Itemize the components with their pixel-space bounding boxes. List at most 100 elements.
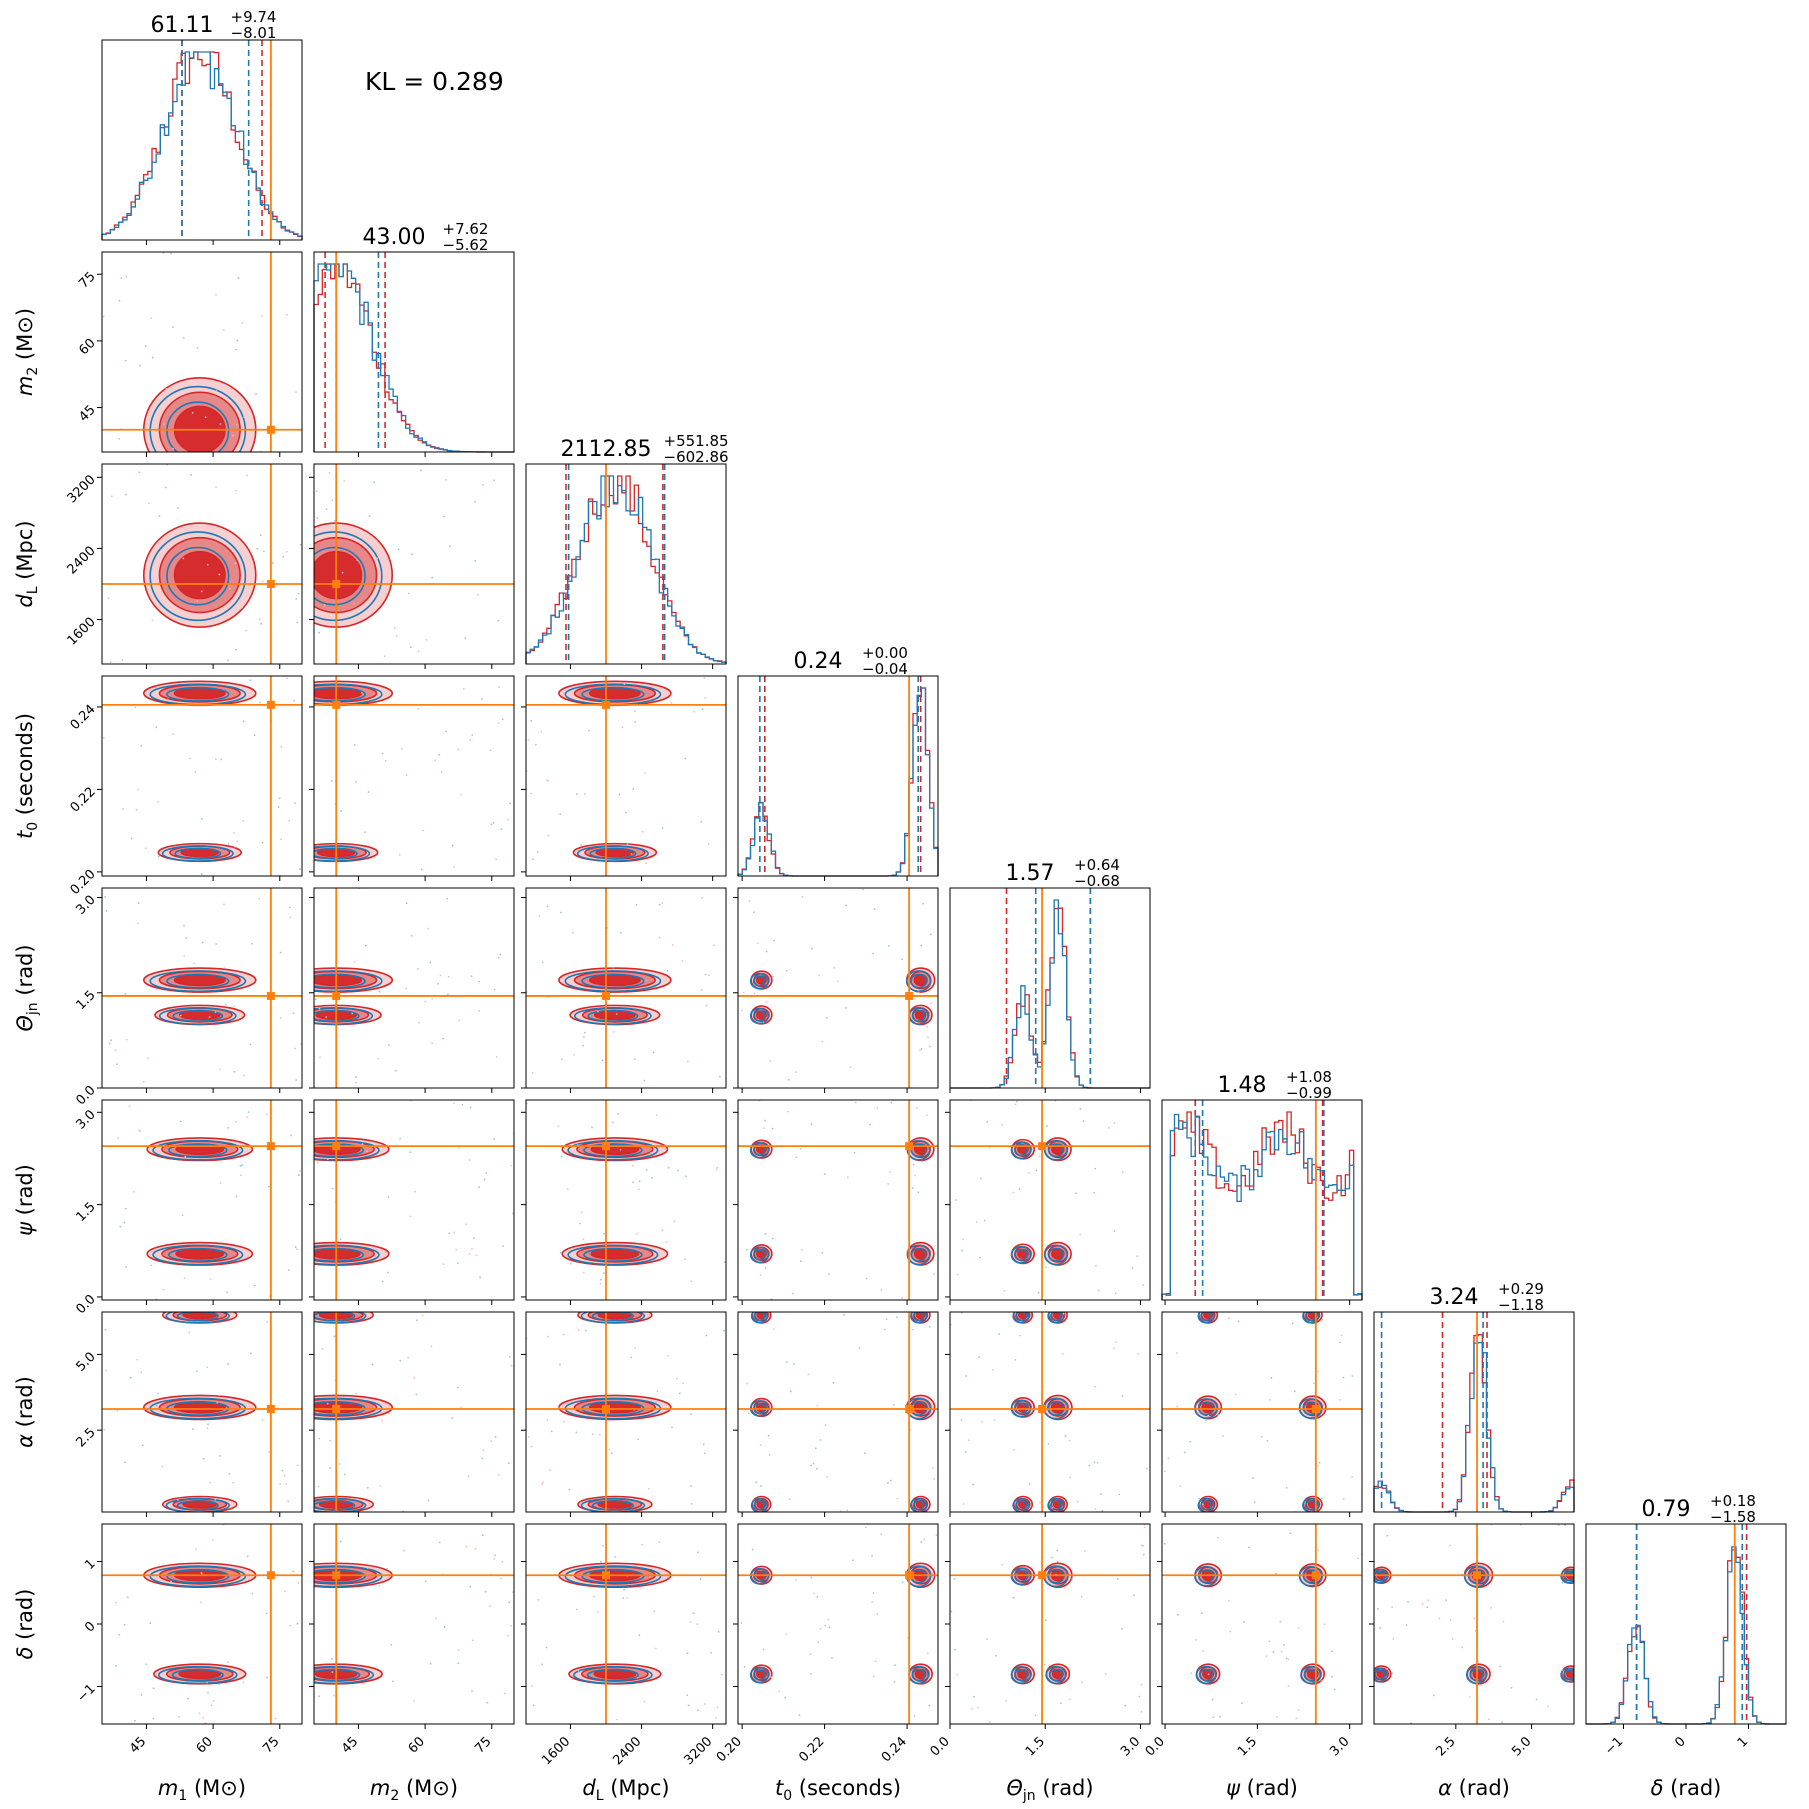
scatter-point bbox=[251, 942, 253, 945]
contour-b-0 bbox=[910, 1497, 928, 1512]
panel-psi-t0 bbox=[733, 1099, 939, 1305]
panel-delta-dL: 1600 2400 3200 bbox=[521, 1523, 727, 1768]
scatter-point bbox=[355, 1081, 357, 1084]
scatter-point bbox=[395, 635, 398, 638]
scatter-point bbox=[582, 1271, 585, 1274]
truth-marker bbox=[332, 580, 341, 588]
scatter-point bbox=[266, 1676, 268, 1679]
scatter-point bbox=[146, 1057, 149, 1060]
scatter-point bbox=[481, 1534, 484, 1537]
scatter-point bbox=[490, 823, 493, 826]
panel-frame bbox=[737, 675, 939, 877]
histogram-series-b bbox=[101, 51, 303, 240]
scatter-point bbox=[497, 957, 500, 959]
scatter-point bbox=[115, 1601, 117, 1604]
scatter-point bbox=[139, 1130, 142, 1132]
scatter-point bbox=[379, 1484, 382, 1487]
scatter-point bbox=[1176, 1405, 1179, 1408]
scatter-point bbox=[1113, 1347, 1116, 1350]
scatter-point bbox=[417, 707, 420, 710]
scatter-point bbox=[892, 1403, 895, 1406]
panel-t0-t0: 0.24 +0.00−0.04 bbox=[737, 644, 939, 881]
scatter-point bbox=[575, 1608, 578, 1611]
scatter-point bbox=[599, 1560, 602, 1563]
scatter-point bbox=[409, 1215, 412, 1218]
scatter-point bbox=[298, 868, 301, 871]
scatter-point bbox=[201, 941, 204, 944]
scatter-point bbox=[602, 1272, 605, 1275]
scatter-point bbox=[1488, 1718, 1490, 1721]
scatter-point bbox=[120, 277, 123, 280]
scatter-point bbox=[343, 480, 346, 482]
scatter-point bbox=[853, 1151, 856, 1154]
scatter-point bbox=[1016, 1100, 1018, 1103]
scatter-point bbox=[584, 793, 586, 796]
contour-b-1 bbox=[314, 1247, 364, 1262]
scatter-point bbox=[118, 1634, 121, 1636]
contour-b-0 bbox=[314, 1665, 375, 1685]
scatter-point bbox=[287, 1269, 290, 1272]
contour-b-1 bbox=[581, 973, 645, 989]
scatter-point bbox=[121, 659, 124, 662]
scatter-point bbox=[160, 1254, 163, 1257]
scatter-point bbox=[821, 1040, 824, 1043]
scatter-point bbox=[379, 1411, 382, 1414]
scatter-point bbox=[234, 562, 237, 565]
scatter-point bbox=[108, 1042, 111, 1045]
truth-marker bbox=[332, 700, 341, 709]
truth-marker bbox=[332, 1571, 341, 1580]
scatter-point bbox=[295, 1079, 298, 1081]
scatter-point bbox=[1118, 1493, 1121, 1496]
contour-b-0 bbox=[1012, 1497, 1030, 1512]
scatter-point bbox=[1228, 1317, 1230, 1319]
scatter-point bbox=[494, 1554, 497, 1557]
scatter-point bbox=[472, 1237, 475, 1240]
scatter-point bbox=[637, 1188, 640, 1191]
scatter-point bbox=[182, 557, 185, 560]
scatter-point bbox=[577, 1329, 580, 1332]
scatter-point bbox=[1270, 1377, 1273, 1379]
scatter-point bbox=[493, 1138, 496, 1141]
scatter-point bbox=[1005, 1700, 1008, 1702]
scatter-point bbox=[123, 1623, 126, 1626]
density-blobs bbox=[107, 464, 302, 664]
scatter-point bbox=[1340, 1334, 1343, 1337]
scatter-point bbox=[223, 903, 225, 906]
density-blobs bbox=[741, 888, 936, 1081]
scatter-point bbox=[1093, 1461, 1096, 1464]
scatter-point bbox=[498, 686, 500, 688]
scatter-point bbox=[723, 1329, 725, 1332]
panel-psi-theta_jn bbox=[945, 1099, 1151, 1305]
scatter-point bbox=[637, 1438, 639, 1441]
contour-b-1 bbox=[910, 1247, 927, 1262]
scatter-point bbox=[1061, 1353, 1064, 1356]
scatter-point bbox=[751, 1548, 754, 1551]
scatter-point bbox=[207, 1423, 209, 1426]
scatter-point bbox=[209, 1481, 211, 1484]
scatter-point bbox=[534, 743, 537, 746]
scatter-point bbox=[124, 1461, 127, 1464]
panel-frame bbox=[313, 463, 515, 665]
x-tick-label: 45 bbox=[127, 1734, 149, 1756]
scatter-point bbox=[298, 1169, 301, 1172]
scatter-point bbox=[1082, 1120, 1085, 1123]
scatter-point bbox=[816, 1596, 819, 1598]
scatter-point bbox=[328, 472, 331, 474]
scatter-point bbox=[1071, 1578, 1074, 1580]
contour-b-1 bbox=[1014, 1144, 1028, 1157]
scatter-point bbox=[266, 1321, 269, 1324]
kl-divergence-label: KL = 0.289 bbox=[365, 67, 504, 96]
panel-dL-dL: 2112.85 +551.85−602.86 bbox=[525, 432, 729, 669]
scatter-point bbox=[504, 1692, 507, 1695]
panel-frame bbox=[737, 1311, 939, 1513]
contour-b-0 bbox=[314, 1312, 367, 1324]
scatter-point bbox=[448, 545, 451, 548]
contour-b-1 bbox=[912, 1312, 925, 1322]
scatter-point bbox=[453, 866, 455, 868]
scatter-point bbox=[1142, 1544, 1145, 1547]
panel-frame bbox=[737, 887, 939, 1089]
scatter-point bbox=[1407, 1600, 1409, 1603]
scatter-point bbox=[500, 1577, 503, 1580]
scatter-point bbox=[163, 423, 165, 426]
y-tick-label: 1.5 bbox=[73, 988, 98, 1013]
